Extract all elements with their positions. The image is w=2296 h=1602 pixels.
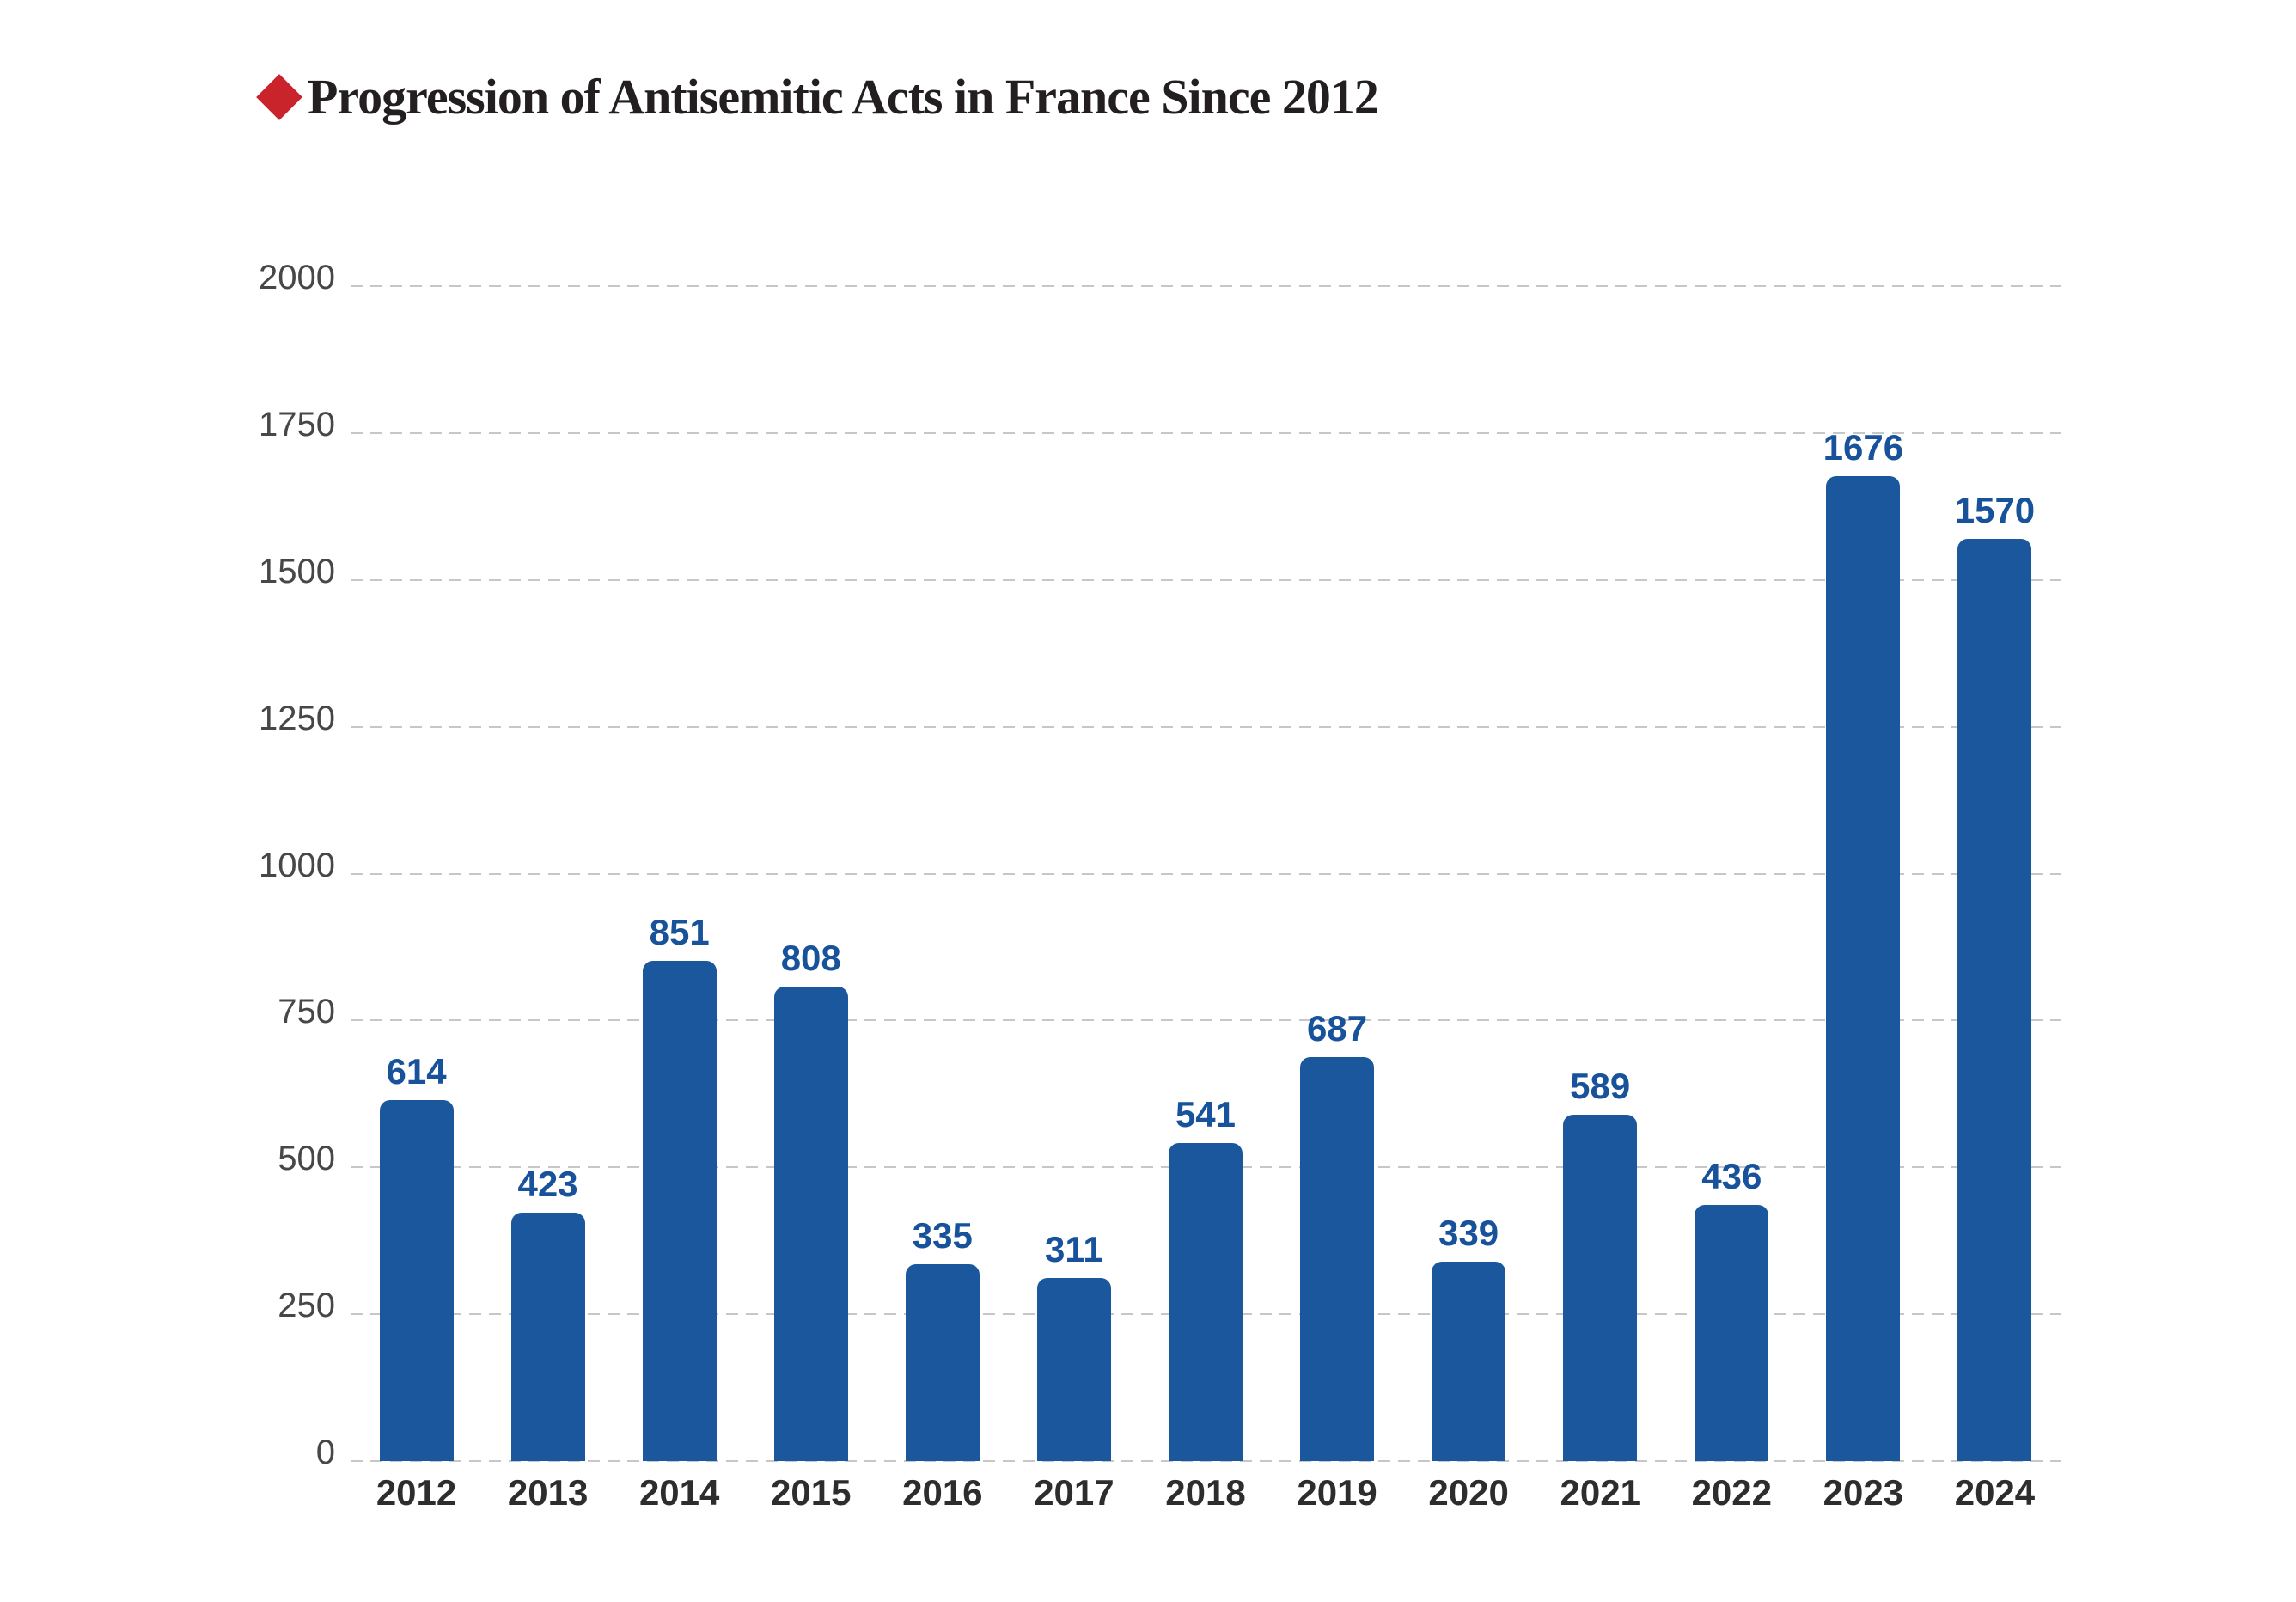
bar-2023 [1826, 476, 1901, 1461]
x-tick-label-2024: 2024 [1954, 1472, 2036, 1513]
bar-value-label-2019: 687 [1307, 1008, 1368, 1049]
y-tick-label-250: 250 [278, 1287, 335, 1325]
bar-value-label-2015: 808 [780, 937, 841, 978]
x-tick-label-2015: 2015 [771, 1472, 852, 1513]
bar-value-label-2023: 1676 [1823, 427, 1904, 468]
bar-value-label-2013: 423 [517, 1163, 578, 1204]
bar-value-label-2018: 541 [1175, 1094, 1237, 1135]
bar-2014 [642, 961, 717, 1461]
bar-group-2022: 436 2022 [1666, 286, 1798, 1511]
x-tick-label-2013: 2013 [507, 1472, 589, 1513]
gridline-750 [351, 1019, 2061, 1022]
bar-group-2018: 541 2018 [1139, 286, 1271, 1511]
diamond-icon [256, 74, 302, 120]
bar-2018 [1168, 1143, 1243, 1461]
x-tick-label-2023: 2023 [1823, 1472, 1904, 1513]
gridline-1000 [351, 872, 2061, 875]
x-tick-label-2017: 2017 [1034, 1472, 1114, 1513]
bar-group-2015: 808 2015 [745, 286, 876, 1510]
bar-2016 [905, 1264, 980, 1461]
chart-title: Progression of Antisemitic Acts in Franc… [308, 69, 1379, 125]
y-tick-label-750: 750 [278, 993, 335, 1031]
x-tick-label-2022: 2022 [1691, 1472, 1773, 1513]
gridline-0 [351, 1460, 2061, 1462]
y-tick-label-2000: 2000 [259, 259, 335, 297]
x-tick-label-2012: 2012 [376, 1472, 457, 1513]
bar-group-2024: 1570 2024 [1929, 286, 2061, 1510]
bar-group-2014: 851 2014 [614, 286, 745, 1511]
bar-group-2023: 1676 2023 [1798, 286, 1929, 1511]
bar-2020 [1432, 1262, 1506, 1461]
gridline-2000 [351, 285, 2061, 287]
bar-value-label-2017: 311 [1045, 1229, 1103, 1270]
gridline-1250 [351, 725, 2061, 728]
bar-group-2019: 687 2019 [1272, 286, 1403, 1511]
bar-2021 [1563, 1115, 1638, 1461]
y-tick-label-0: 0 [315, 1434, 335, 1471]
x-tick-label-2014: 2014 [638, 1472, 720, 1513]
bar-2012 [379, 1100, 454, 1461]
x-tick-label-2019: 2019 [1297, 1472, 1377, 1513]
bar-value-label-2022: 436 [1701, 1156, 1762, 1196]
bar-chart-plot: 0 250 500 750 1000 1250 1500 1750 2000 614 2012 423… [259, 260, 2061, 1511]
bar-2019 [1300, 1057, 1375, 1461]
bar-value-label-2014: 851 [649, 912, 710, 953]
bar-value-label-2012: 614 [386, 1051, 447, 1092]
chart-header: Progression of Antisemitic Acts in Franc… [256, 69, 1379, 125]
bar-group-2021: 589 2021 [1535, 286, 1666, 1511]
x-tick-label-2016: 2016 [902, 1472, 983, 1513]
bar-2015 [773, 986, 848, 1461]
bar-group-2020: 339 2020 [1403, 286, 1535, 1511]
bar-value-label-2021: 589 [1570, 1066, 1631, 1107]
x-tick-label-2021: 2021 [1560, 1472, 1640, 1513]
bar-group-2017: 311 2017 [1008, 286, 1139, 1511]
bar-value-label-2020: 339 [1438, 1213, 1499, 1254]
y-tick-label-1750: 1750 [259, 405, 335, 443]
bar-group-2013: 423 2013 [482, 286, 614, 1510]
bar-group-2012: 614 2012 [351, 286, 482, 1511]
gridline-1750 [351, 431, 2061, 434]
x-tick-label-2020: 2020 [1428, 1472, 1509, 1513]
y-tick-label-1250: 1250 [259, 699, 335, 737]
bar-2022 [1695, 1205, 1769, 1461]
y-tick-label-1500: 1500 [259, 552, 335, 590]
y-tick-label-500: 500 [278, 1140, 335, 1178]
x-tick-label-2018: 2018 [1165, 1472, 1246, 1513]
y-tick-label-1000: 1000 [259, 846, 335, 884]
bar-value-label-2016: 335 [912, 1215, 973, 1257]
gridline-1500 [351, 578, 2061, 581]
bar-2017 [1036, 1278, 1111, 1461]
bar-value-label-2024: 1570 [1954, 489, 2036, 530]
bar-2013 [510, 1212, 585, 1461]
bar-2024 [1957, 538, 2032, 1461]
bar-group-2016: 335 2016 [876, 286, 1008, 1511]
